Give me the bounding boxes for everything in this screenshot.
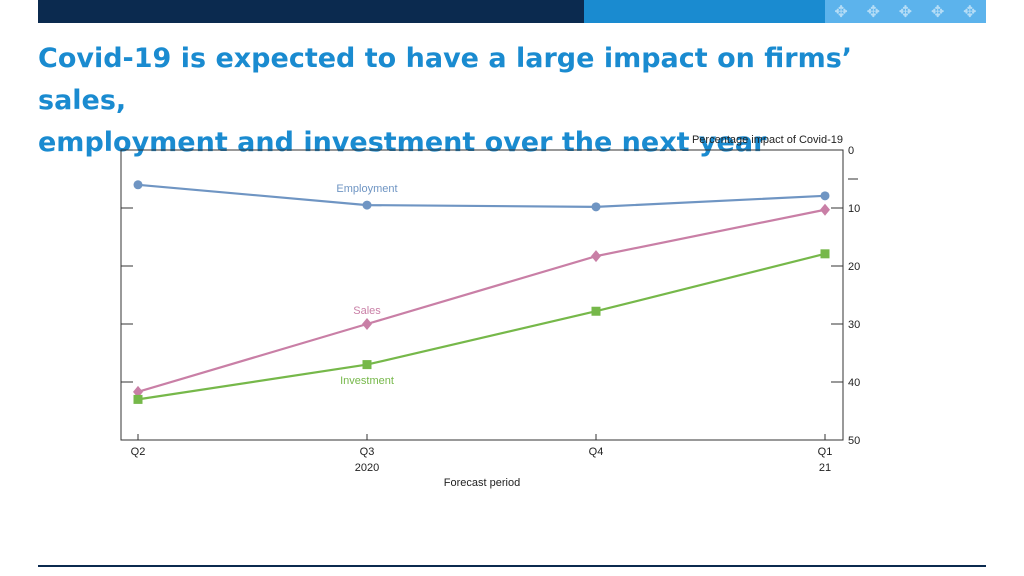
series-line-sales	[137, 208, 826, 393]
y-tick-label: 20	[848, 261, 860, 273]
page-title: Covid-19 is expected to have a large imp…	[38, 38, 938, 164]
point-investment	[591, 306, 601, 316]
x-year-label: 21	[819, 462, 831, 474]
y-tick-label: 50	[848, 435, 860, 447]
point-sales	[362, 318, 372, 330]
series-line-employment	[137, 183, 826, 208]
x-axis-label: Forecast period	[444, 477, 520, 489]
point-employment	[591, 202, 601, 212]
x-tick-label: Q3	[360, 446, 375, 458]
header-band-dark	[38, 0, 584, 23]
title-line-2: employment and investment over the next …	[38, 127, 767, 158]
x-tick-label: Q1	[818, 446, 833, 458]
header-band-light: ✥ ✥ ✥ ✥ ✥	[825, 0, 986, 23]
y-tick-label: 30	[848, 319, 860, 331]
y-axis-label: Percentage impact of Covid-19	[692, 134, 843, 146]
header-band-mid	[584, 0, 825, 23]
x-year-label: 2020	[355, 462, 379, 474]
title-line-1: Covid-19 is expected to have a large imp…	[38, 43, 853, 116]
y-tick-label: 40	[848, 377, 860, 389]
point-employment	[133, 180, 143, 190]
cross-pattern-icon: ✥ ✥ ✥ ✥ ✥	[834, 2, 977, 21]
point-investment	[362, 360, 372, 370]
series-label-employment: Employment	[336, 183, 397, 195]
point-employment	[820, 191, 830, 201]
series-label-sales: Sales	[353, 305, 381, 317]
series-line-investment	[137, 252, 826, 401]
point-sales	[820, 203, 830, 216]
footer-rule	[38, 565, 986, 567]
point-sales	[133, 385, 143, 398]
point-investment	[820, 249, 830, 259]
x-tick-label: Q4	[589, 446, 604, 458]
point-sales	[591, 250, 601, 263]
y-tick-label: 10	[848, 203, 860, 215]
point-employment	[362, 200, 372, 210]
series-label-investment: Investment	[340, 375, 394, 387]
x-tick-label: Q2	[131, 446, 146, 458]
plot-frame	[120, 149, 844, 441]
y-tick-label: 0	[848, 145, 854, 157]
point-investment	[133, 394, 143, 404]
